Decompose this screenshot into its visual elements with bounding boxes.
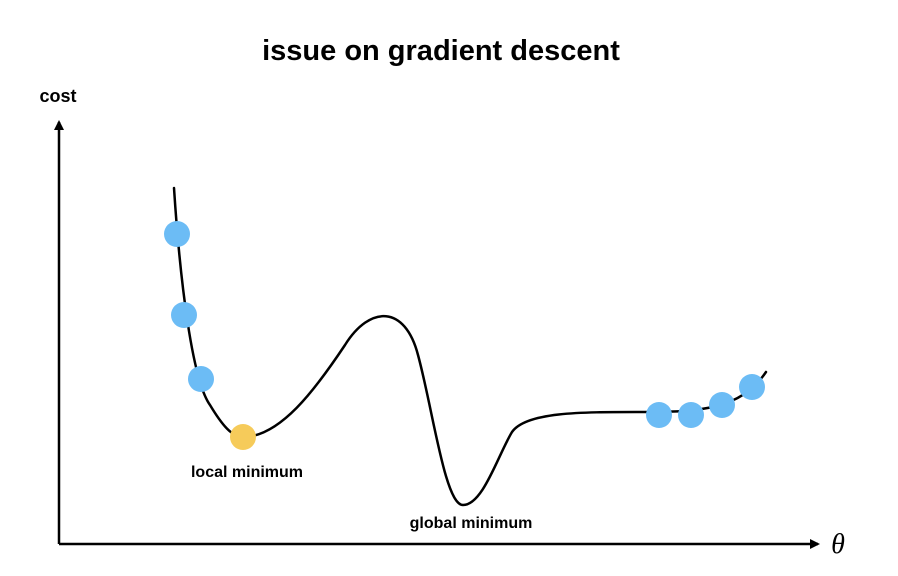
plateau-point (678, 402, 704, 428)
diagram-title: issue on gradient descent (262, 35, 620, 67)
local-minimum-label: local minimum (191, 464, 303, 481)
y-axis-label: cost (39, 86, 76, 106)
descent-point (188, 366, 214, 392)
plateau-point (709, 392, 735, 418)
descent-point (164, 221, 190, 247)
local-minimum-point (230, 424, 256, 450)
global-minimum-label: global minimum (410, 515, 533, 532)
cost-curve (172, 186, 768, 507)
plateau-point (739, 374, 765, 400)
descent-point (171, 302, 197, 328)
plateau-point (646, 402, 672, 428)
x-axis-label: θ (831, 529, 845, 560)
